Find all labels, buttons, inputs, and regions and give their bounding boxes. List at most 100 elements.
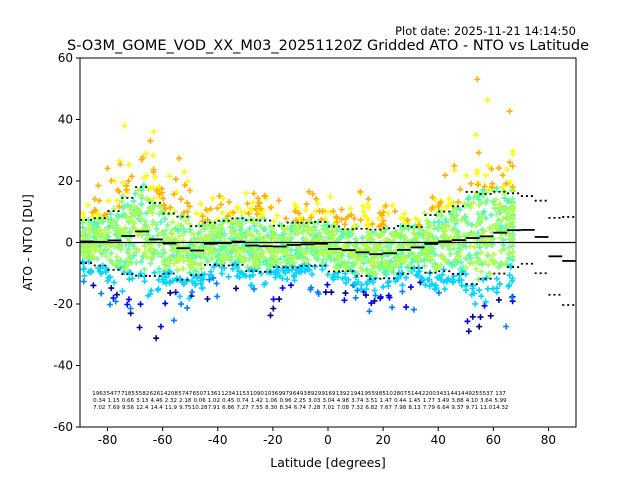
x-tick-label: 0	[324, 433, 332, 447]
stats-cell: 1941	[350, 391, 364, 397]
x-tick-label: -60	[153, 433, 173, 447]
stats-cell: 6.64	[437, 405, 450, 411]
stats-cell: 5144	[408, 391, 422, 397]
stats-cell: 0.44	[394, 398, 407, 404]
scatter-series	[89, 76, 516, 230]
stats-cell: 1392	[336, 391, 350, 397]
stats-cell: 3431	[436, 391, 450, 397]
stats-cell: 9.71	[466, 405, 478, 411]
stats-cell: 8929	[307, 391, 321, 397]
scatter-series	[90, 279, 502, 342]
stats-cell: 10.28	[192, 405, 208, 411]
bin-statistics	[80, 186, 576, 306]
stats-cell: 6507	[193, 391, 207, 397]
stats-cell: 137	[495, 391, 506, 397]
x-axis-label: Latitude [degrees]	[270, 455, 386, 470]
stats-cell: 5477	[107, 391, 121, 397]
stats-cell: 3.51	[365, 398, 377, 404]
stats-cell: 1.45	[408, 398, 421, 404]
stats-cell: 7185	[121, 391, 135, 397]
stats-cell: 1.47	[380, 398, 393, 404]
y-axis: -60 -40 -20 0 20 40 60	[53, 51, 80, 434]
stats-cell: 1963	[92, 391, 106, 397]
stats-cell: 11.9	[165, 405, 178, 411]
stats-cell: 7.28	[308, 405, 321, 411]
stats-cell: 14.32	[493, 405, 509, 411]
stats-cell: 2807	[393, 391, 407, 397]
x-tick-label: 60	[486, 433, 501, 447]
stats-cell: 7.91	[208, 405, 220, 411]
stats-table: 1963 5477 7185 5582 6261 4208 5747 6507 1361 1234…	[92, 391, 508, 411]
stats-cell: 4414	[451, 391, 465, 397]
y-tick-label: -60	[53, 420, 73, 434]
stats-cell: 7.98	[394, 405, 407, 411]
stats-cell: 6.74	[294, 405, 307, 411]
stats-cell: 7.55	[251, 405, 264, 411]
y-tick-label: 0	[65, 236, 73, 250]
stats-cell: 11.0	[480, 405, 493, 411]
stats-cell: 7.69	[107, 405, 120, 411]
stats-cell: 9.56	[122, 405, 135, 411]
stats-cell: 7.27	[236, 405, 249, 411]
x-tick-label: 40	[431, 433, 446, 447]
stats-cell: 1.02	[208, 398, 220, 404]
x-tick-label: -80	[98, 433, 118, 447]
stats-cell: 3.04	[322, 398, 335, 404]
scatter-series	[80, 274, 515, 330]
stats-cell: 8.30	[265, 405, 278, 411]
stats-cell: 0.74	[236, 398, 249, 404]
stats-cell: 7.32	[351, 405, 363, 411]
stats-cell: 5.99	[494, 398, 507, 404]
stats-cell: 0.34	[93, 398, 106, 404]
stats-cell: 3.88	[451, 398, 464, 404]
stats-cell: 0.66	[122, 398, 135, 404]
x-tick-label: 80	[541, 433, 556, 447]
scatter-series	[80, 97, 516, 230]
stats-cell: 1.77	[423, 398, 436, 404]
y-tick-label: -20	[53, 297, 73, 311]
stats-cell: 4.10	[466, 398, 479, 404]
stats-cell: 0.45	[222, 398, 235, 404]
chart-title: S-O3M_GOME_VOD_XX_M03_20251120Z Gridded …	[67, 38, 589, 54]
stats-cell: 3.03	[308, 398, 321, 404]
stats-cell: 8.34	[279, 405, 292, 411]
stats-cell: 8.13	[408, 405, 421, 411]
stats-cell: 9169	[322, 391, 336, 397]
scatter-series	[110, 281, 516, 330]
stats-cell: 2.25	[294, 398, 307, 404]
stats-cell: 14.4	[150, 405, 163, 411]
stats-cell: 1361	[207, 391, 221, 397]
stats-cell: 4.98	[337, 398, 350, 404]
x-tick-label: -20	[263, 433, 283, 447]
stats-cell: 9.75	[179, 405, 192, 411]
stats-cell: 7.79	[423, 405, 436, 411]
x-tick-label: 20	[375, 433, 390, 447]
stats-cell: 7.08	[337, 405, 350, 411]
stats-cell: 7.02	[93, 405, 105, 411]
stats-cell: 6.86	[222, 405, 235, 411]
stats-cell: 9.37	[451, 405, 464, 411]
stats-cell: 1.15	[107, 398, 120, 404]
y-tick-label: 20	[58, 174, 73, 188]
stats-cell: 3.49	[437, 398, 450, 404]
stats-cell: 1090	[250, 391, 264, 397]
y-axis-label: ATO - NTO [DU]	[20, 194, 35, 291]
stats-cell: 5747	[178, 391, 192, 397]
stats-cell: 6.82	[365, 405, 377, 411]
stats-cell: 3.13	[136, 398, 149, 404]
stats-cell: 12.4	[136, 405, 149, 411]
stats-cell: 5582	[135, 391, 149, 397]
stats-cell: 0.06	[193, 398, 206, 404]
stats-cell: 6261	[150, 391, 164, 397]
scatter-series	[80, 185, 516, 278]
y-tick-label: 40	[58, 113, 73, 127]
scatter-points	[80, 76, 516, 342]
stats-cell: 2200	[422, 391, 436, 397]
stats-cell: 1036	[264, 391, 278, 397]
stats-cell: 6493	[293, 391, 307, 397]
stats-cell: 2.32	[165, 398, 177, 404]
plot-date: Plot date: 2025-11-21 14:14:50	[395, 24, 576, 38]
stats-cell: 3.64	[480, 398, 493, 404]
stats-cell: 5537	[479, 391, 493, 397]
